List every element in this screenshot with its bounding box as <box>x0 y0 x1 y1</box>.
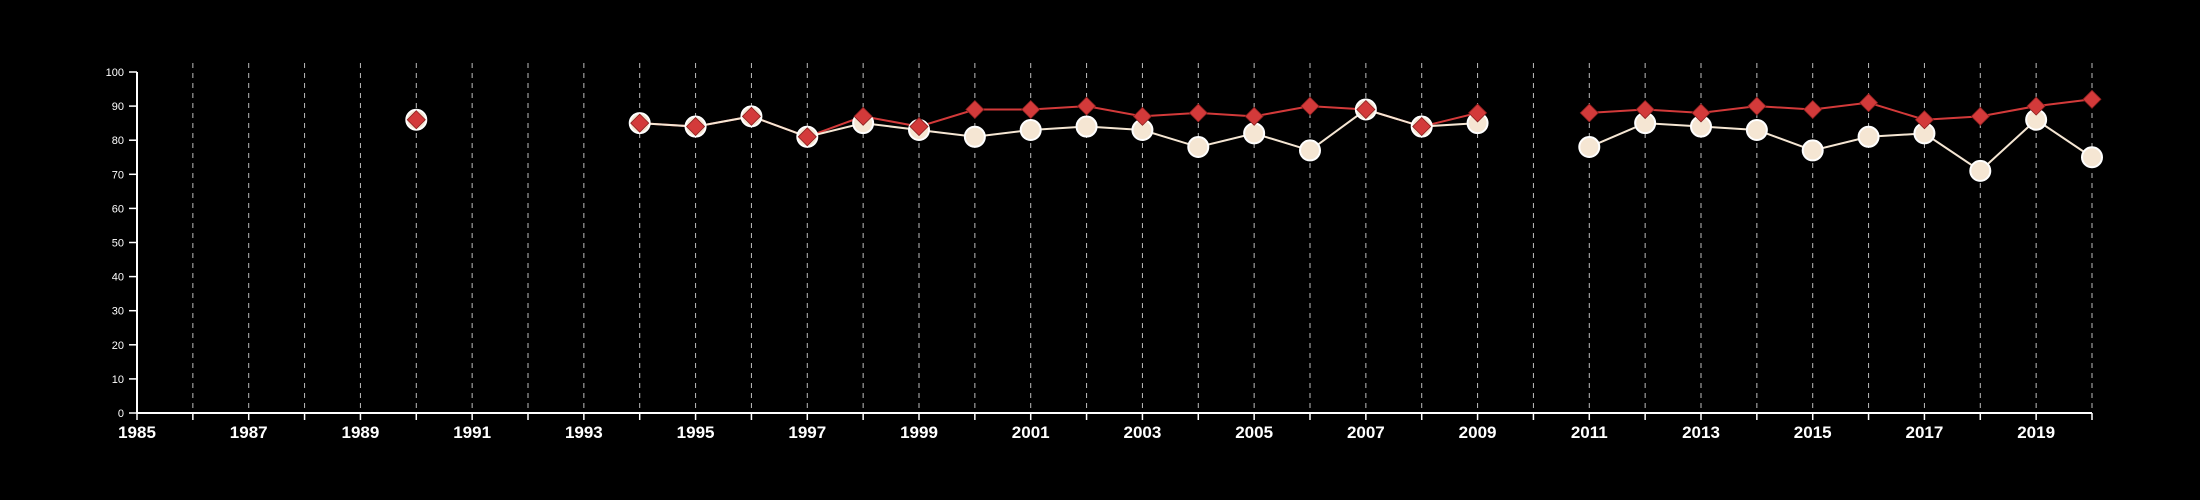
y-tick-label-30: 30 <box>112 306 124 318</box>
diamond-point-2013 <box>1691 103 1711 123</box>
diamond-point-2005 <box>1244 106 1264 126</box>
y-tick-label-20: 20 <box>112 340 124 352</box>
diamond-point-2016 <box>1859 93 1879 113</box>
diamond-point-1994 <box>630 113 650 133</box>
diamond-point-2011 <box>1579 103 1599 123</box>
diamond-point-2017 <box>1914 110 1934 130</box>
circle-series-line-1 <box>1588 118 2093 173</box>
x-tick-label-2005: 2005 <box>1235 423 1273 442</box>
x-tick-label-2007: 2007 <box>1347 423 1385 442</box>
diamond-point-1997 <box>797 127 817 147</box>
circle-point-2004 <box>1187 136 1210 159</box>
circle-point-2014 <box>1745 118 1768 141</box>
diamond-point-2008 <box>1412 116 1432 137</box>
circle-point-2000 <box>963 125 986 148</box>
diamond-point-1999 <box>909 116 929 137</box>
circle-point-2018 <box>1969 159 1992 182</box>
x-tick-label-1999: 1999 <box>900 423 938 442</box>
x-tick-label-2009: 2009 <box>1459 423 1497 442</box>
diamond-point-2015 <box>1803 99 1823 120</box>
y-tick-label-0: 0 <box>118 408 124 420</box>
diamond-point-2020 <box>2082 89 2102 109</box>
y-tick-label-70: 70 <box>112 169 124 181</box>
x-tick-label-2011: 2011 <box>1571 423 1608 442</box>
diamond-point-1990 <box>406 110 426 130</box>
diamond-point-2009 <box>1468 103 1488 123</box>
x-tick-label-2001: 2001 <box>1012 423 1050 442</box>
x-tick-label-2003: 2003 <box>1124 423 1162 442</box>
circle-point-2011 <box>1578 136 1601 159</box>
diamond-point-2014 <box>1747 96 1767 116</box>
circle-series-line-0 <box>639 108 1478 152</box>
x-tick-label-1985: 1985 <box>118 423 156 442</box>
y-tick-label-50: 50 <box>112 238 124 250</box>
x-tick-label-2019: 2019 <box>2017 423 2055 442</box>
x-tick-label-2013: 2013 <box>1682 423 1720 442</box>
diamond-point-1995 <box>686 116 706 137</box>
y-tick-label-10: 10 <box>112 374 124 386</box>
diamond-series-line-1 <box>1589 98 2093 121</box>
x-tick-label-1997: 1997 <box>788 423 826 442</box>
y-tick-label-90: 90 <box>112 101 124 113</box>
diamond-point-2004 <box>1188 103 1208 123</box>
y-tick-label-80: 80 <box>112 135 124 147</box>
y-tick-label-60: 60 <box>112 203 124 215</box>
x-tick-label-2015: 2015 <box>1794 423 1832 442</box>
x-tick-label-1989: 1989 <box>342 423 380 442</box>
diamond-point-2002 <box>1077 96 1097 116</box>
circle-point-2006 <box>1299 139 1321 162</box>
diamond-point-2018 <box>1970 106 1990 126</box>
circle-point-2015 <box>1801 139 1824 162</box>
circle-point-2016 <box>1857 125 1880 148</box>
circle-point-2001 <box>1019 118 1042 141</box>
x-tick-label-2017: 2017 <box>1906 423 1944 442</box>
x-tick-label-1993: 1993 <box>565 423 603 442</box>
diamond-point-2012 <box>1635 99 1655 120</box>
x-tick-label-1995: 1995 <box>677 423 715 442</box>
diamond-point-1998 <box>853 106 873 126</box>
circle-point-2002 <box>1075 115 1098 138</box>
x-tick-label-1987: 1987 <box>230 423 268 442</box>
x-tick-label-1991: 1991 <box>453 423 491 442</box>
diamond-point-2007 <box>1356 99 1376 120</box>
diamond-point-2001 <box>1021 99 1041 120</box>
y-tick-label-100: 100 <box>106 67 124 79</box>
diamond-point-1996 <box>741 106 761 126</box>
diamond-point-2006 <box>1300 96 1320 116</box>
y-tick-label-40: 40 <box>112 272 124 284</box>
circle-point-2005 <box>1243 122 1266 145</box>
circle-point-2020 <box>2081 146 2103 169</box>
diamond-point-2019 <box>2026 96 2046 116</box>
diamond-point-2000 <box>965 99 985 120</box>
diamond-point-2003 <box>1132 106 1152 126</box>
